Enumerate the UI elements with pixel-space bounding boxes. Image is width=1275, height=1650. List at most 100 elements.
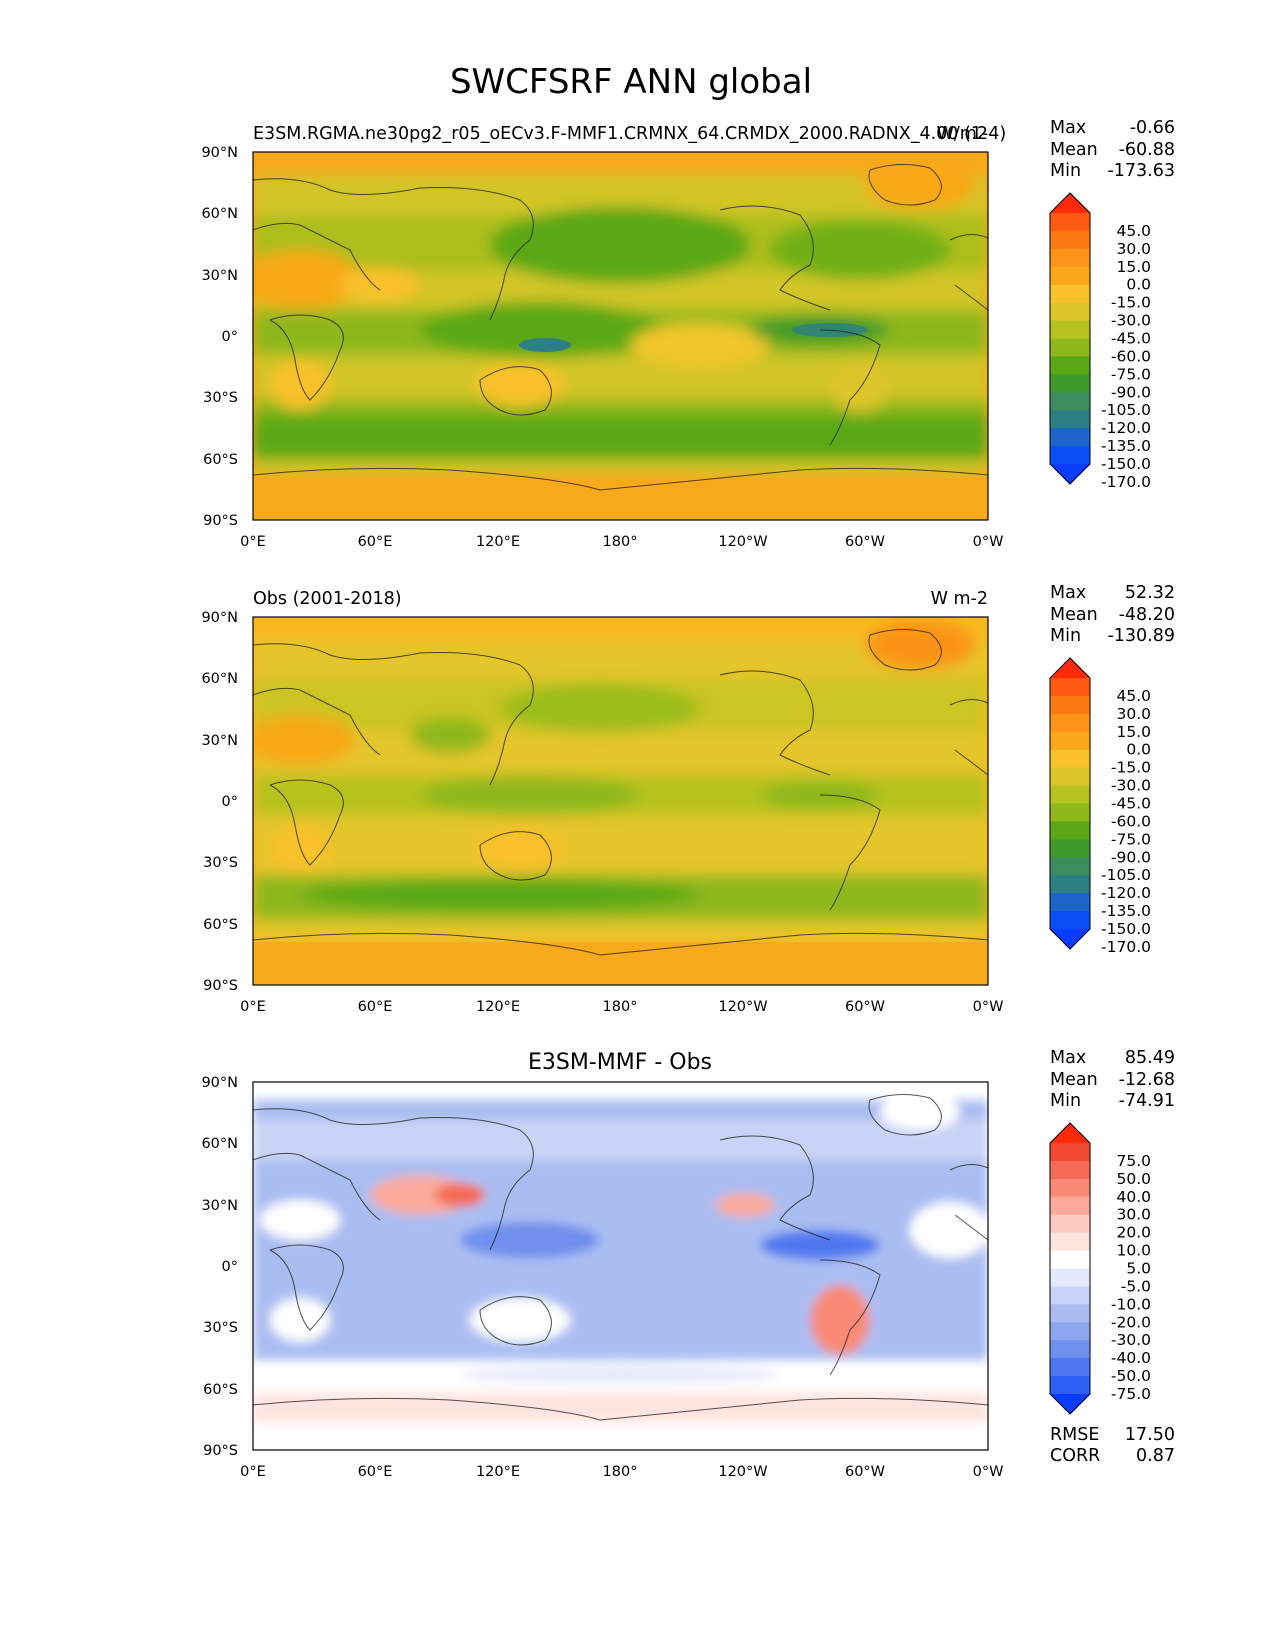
colorbar-tick-label: -170.0 [1101, 938, 1151, 956]
colorbar-extend-min [1050, 464, 1090, 484]
stats-block: Max 52.32 Mean -48.20 Min -130.89 [1050, 583, 1175, 646]
colorbar-tick-label: -105.0 [1101, 866, 1151, 884]
colorbar-extend-min [1050, 929, 1090, 949]
panel-left-title: Obs (2001-2018) [253, 589, 402, 609]
stat-label: Mean [1050, 140, 1098, 160]
lat-tick: 0° [222, 794, 238, 810]
colorbar-segment [1050, 428, 1090, 447]
lat-tick: 60°S [203, 1382, 238, 1398]
lat-tick: 90°S [203, 1443, 238, 1459]
stat-label: Min [1050, 161, 1081, 181]
colorbar-tick-label: -90.0 [1111, 848, 1151, 866]
colorbar-tick-label: 30.0 [1116, 705, 1151, 723]
lon-tick: 120°W [718, 534, 767, 550]
colorbar-segment [1050, 911, 1090, 930]
panel-left-title: E3SM.RGMA.ne30pg2_r05_oECv3.F-MMF1.CRMNX… [253, 124, 1006, 144]
colorbar-segment [1050, 731, 1090, 751]
stat-label: Min [1050, 626, 1081, 646]
colorbar-tick-label: -75.0 [1111, 365, 1151, 383]
lat-tick: 60°N [201, 206, 238, 222]
colorbar-tick-label: -45.0 [1111, 795, 1151, 813]
lon-tick: 0°E [240, 1464, 266, 1480]
lon-tick: 120°E [476, 534, 520, 550]
colorbar-segment [1050, 446, 1090, 465]
lon-tick: 180° [603, 1464, 638, 1480]
colorbar-tick-label: -170.0 [1101, 473, 1151, 491]
lat-tick: 30°S [203, 855, 238, 871]
colorbar-tick-label: -60.0 [1111, 812, 1151, 830]
colorbar-segment [1050, 284, 1090, 304]
colorbar-tick-label: 10.0 [1116, 1242, 1151, 1260]
colorbar-extend-max [1050, 658, 1090, 678]
colorbar-segment [1050, 875, 1090, 894]
colorbar-segment [1050, 713, 1090, 733]
map-field [253, 1082, 988, 1450]
stat-value: -74.91 [1119, 1091, 1175, 1111]
stat-value: -130.89 [1107, 626, 1175, 646]
lon-tick: 60°W [845, 534, 885, 550]
colorbar-segment [1050, 1322, 1090, 1341]
stat-label: Mean [1050, 605, 1098, 625]
stat-value: 17.50 [1125, 1425, 1175, 1445]
colorbar-segment [1050, 1178, 1090, 1198]
colorbar-segment [1050, 749, 1090, 769]
colorbar-tick-label: 40.0 [1116, 1188, 1151, 1206]
lon-tick: 0°W [973, 534, 1004, 550]
colorbar-tick-label: 30.0 [1116, 240, 1151, 258]
lon-tick: 180° [603, 999, 638, 1015]
colorbar-tick-label: -20.0 [1111, 1313, 1151, 1331]
lat-tick: 60°N [201, 1136, 238, 1152]
colorbar-segment [1050, 803, 1090, 823]
colorbar-tick-label: 45.0 [1116, 687, 1151, 705]
panel-diff: E3SM-MMF - Obs [201, 1048, 1175, 1480]
colorbar-tick-label: -10.0 [1111, 1295, 1151, 1313]
colorbar-tick-label: -40.0 [1111, 1349, 1151, 1367]
colorbar-tick-label: 45.0 [1116, 222, 1151, 240]
lon-tick: 180° [603, 534, 638, 550]
lon-tick-labels: 0°E 60°E 120°E 180° 120°W 60°W 0°W [240, 1464, 1003, 1480]
colorbar-segment [1050, 374, 1090, 393]
colorbar-segment [1050, 893, 1090, 912]
lon-tick: 60°E [358, 999, 393, 1015]
colorbar-segment [1050, 320, 1090, 340]
lat-tick-labels: 90°N 60°N 30°N 0° 30°S 60°S 90°S [201, 145, 238, 529]
colorbar-tick-label: 0.0 [1126, 741, 1151, 759]
map-frame [252, 1081, 989, 1451]
colorbar-segment [1050, 1340, 1090, 1359]
colorbar-tick-label: -135.0 [1101, 437, 1151, 455]
colorbar-segment [1050, 1250, 1090, 1270]
footer-stats: RMSE 17.50 CORR 0.87 [1050, 1425, 1175, 1466]
colorbar-tick-label: -150.0 [1101, 920, 1151, 938]
colorbar-tick-label: -30.0 [1111, 777, 1151, 795]
panel-center-title: E3SM-MMF - Obs [528, 1050, 712, 1075]
lat-tick: 90°S [203, 978, 238, 994]
colorbar-segment [1050, 248, 1090, 268]
stat-value: 85.49 [1125, 1048, 1175, 1068]
lon-tick: 0°E [240, 534, 266, 550]
colorbar-segment [1050, 821, 1090, 840]
colorbar-outline [1049, 1122, 1091, 1415]
stat-value: -48.20 [1119, 605, 1175, 625]
stat-value: -0.66 [1130, 118, 1175, 138]
map-field [253, 152, 988, 520]
lat-tick: 90°N [201, 145, 238, 161]
colorbar-tick-label: 15.0 [1116, 723, 1151, 741]
colorbar-segment [1050, 857, 1090, 876]
lon-tick: 0°E [240, 999, 266, 1015]
map-field [253, 617, 988, 985]
stat-label: Mean [1050, 1070, 1098, 1090]
colorbar-segment [1050, 338, 1090, 358]
colorbar-segment [1050, 213, 1090, 232]
lon-tick: 60°W [845, 1464, 885, 1480]
colorbar-outline [1049, 192, 1091, 485]
stats-block: Max -0.66 Mean -60.88 Min -173.63 [1050, 118, 1175, 181]
stat-label: Max [1050, 118, 1086, 138]
colorbar-segment [1050, 695, 1090, 715]
colorbar-segment [1050, 1196, 1090, 1216]
lat-tick: 0° [222, 1259, 238, 1275]
colorbar-extend-max [1050, 193, 1090, 213]
colorbar: 45.030.015.00.0-15.0-30.0-45.0-60.0-75.0… [1049, 657, 1151, 956]
lon-tick: 120°E [476, 999, 520, 1015]
colorbar-tick-label: 30.0 [1116, 1206, 1151, 1224]
